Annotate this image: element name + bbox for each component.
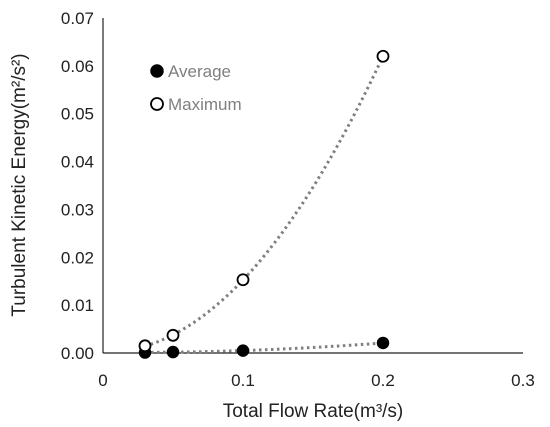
legend-marker-average: [150, 64, 164, 78]
point-average: [376, 336, 390, 350]
y-tick-label: 0.07: [61, 9, 94, 28]
legend: Average Maximum: [150, 62, 242, 114]
point-maximum: [236, 273, 250, 287]
point-maximum: [166, 328, 180, 342]
y-axis-title: Turbulent Kinetic Energy(m²/s²): [9, 53, 30, 316]
y-tick-label: 0.02: [61, 248, 94, 267]
point-average: [236, 344, 250, 357]
x-axis-title: Total Flow Rate(m³/s): [223, 401, 404, 422]
plot-area: [102, 18, 523, 354]
y-tick-label: 0.04: [61, 153, 94, 172]
data-points: [138, 49, 390, 359]
x-tick-label: 0: [98, 371, 107, 390]
x-tick-label: 0.1: [231, 371, 255, 390]
legend-label-maximum: Maximum: [168, 95, 242, 114]
legend-label-average: Average: [168, 62, 231, 81]
trendline-average: [144, 341, 384, 354]
point-maximum: [376, 49, 390, 63]
x-tick-label: 0.3: [511, 371, 535, 390]
point-average: [166, 345, 180, 359]
y-tick-label: 0.05: [61, 105, 94, 124]
y-tick-label: 0.03: [61, 200, 94, 219]
trendlines: [144, 55, 385, 354]
point-maximum: [138, 339, 152, 353]
trendline-maximum: [144, 55, 385, 348]
x-tick-label: 0.2: [371, 371, 395, 390]
y-tick-label: 0.06: [61, 57, 94, 76]
y-tick-label: 0.01: [61, 296, 94, 315]
x-tick-labels: 0 0.1 0.2 0.3: [98, 371, 535, 390]
legend-marker-maximum: [150, 97, 164, 111]
y-tick-label: 0.00: [61, 344, 94, 363]
y-tick-labels: 0.00 0.01 0.02 0.03 0.04 0.05 0.06 0.07: [61, 9, 94, 363]
